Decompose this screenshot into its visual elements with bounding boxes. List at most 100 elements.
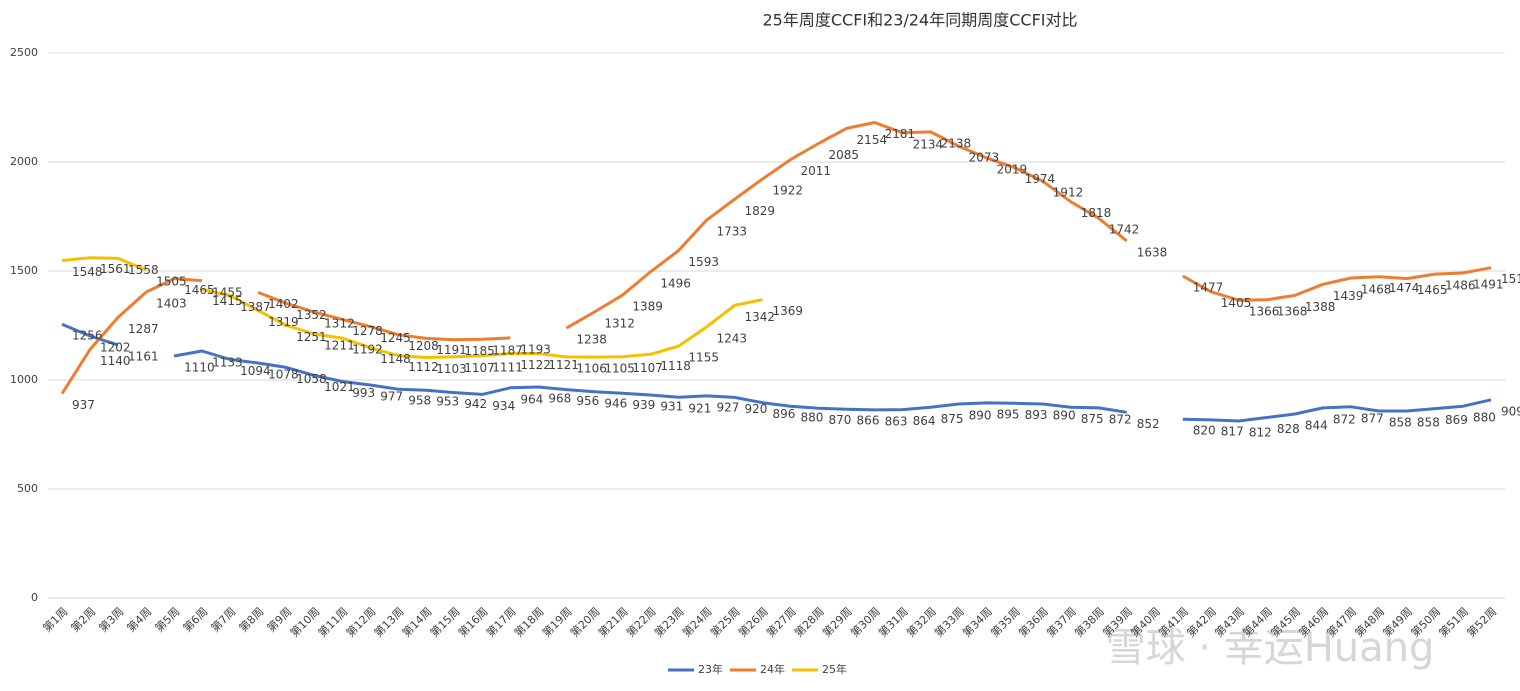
data-label: 1078: [268, 367, 299, 381]
data-label: 864: [913, 414, 936, 428]
data-label: 2181: [885, 127, 916, 141]
data-label: 1465: [1417, 283, 1448, 297]
legend-label: 25年: [822, 662, 847, 676]
data-label: 1192: [352, 343, 383, 357]
data-label: 958: [408, 394, 431, 408]
data-label: 1312: [604, 316, 635, 330]
data-label: 1561: [100, 262, 131, 276]
data-label: 875: [941, 412, 964, 426]
data-label: 937: [72, 398, 95, 412]
data-label: 852: [1137, 417, 1160, 431]
data-label: 1058: [296, 372, 327, 386]
data-label: 1439: [1333, 289, 1364, 303]
data-label: 1922: [772, 184, 803, 198]
data-label: 1558: [128, 263, 159, 277]
data-label: 828: [1277, 422, 1300, 436]
data-label: 2138: [941, 136, 972, 150]
legend: 23年 24年 25年: [668, 662, 847, 676]
data-label: 890: [1053, 408, 1076, 422]
data-label: 1486: [1445, 279, 1476, 293]
data-label: 1106: [576, 361, 607, 375]
data-label: 1342: [744, 310, 775, 324]
data-label: 1121: [548, 358, 579, 372]
data-label: 1251: [296, 330, 327, 344]
data-label: 869: [1445, 413, 1468, 427]
data-label: 812: [1249, 425, 1272, 439]
data-label: 858: [1417, 415, 1440, 429]
data-label: 1496: [660, 276, 691, 290]
data-label: 2073: [969, 151, 1000, 165]
data-label: 953: [436, 395, 459, 409]
y-tick-label: 1000: [10, 373, 38, 386]
data-label: 1208: [408, 339, 439, 353]
data-label: 2134: [913, 137, 944, 151]
watermark: 雪球 · 幸运Huang: [1106, 625, 1435, 671]
data-label: 866: [857, 414, 880, 428]
legend-label: 24年: [760, 662, 785, 676]
data-label: 1477: [1193, 281, 1224, 295]
data-label: 1103: [436, 362, 467, 376]
data-label: 895: [997, 407, 1020, 421]
data-label: 863: [885, 414, 908, 428]
data-label: 1243: [716, 332, 747, 346]
y-tick-label: 1500: [10, 264, 38, 277]
data-label: 1256: [72, 329, 103, 343]
data-label: 1455: [212, 285, 243, 299]
data-label: 1912: [1053, 186, 1084, 200]
data-label: 1368: [1277, 304, 1308, 318]
data-label: 1402: [268, 297, 299, 311]
data-label: 1468: [1361, 282, 1392, 296]
data-label: 1505: [156, 274, 187, 288]
data-label: 1474: [1389, 281, 1420, 295]
data-label: 993: [352, 386, 375, 400]
chart-title: 25年周度CCFI和23/24年同期周度CCFI对比: [762, 11, 1077, 30]
data-label: 939: [632, 398, 655, 412]
data-label: 1094: [240, 364, 271, 378]
data-label: 1638: [1137, 245, 1168, 259]
data-label: 896: [772, 407, 795, 421]
data-label: 1389: [632, 300, 663, 314]
data-label: 1107: [464, 361, 495, 375]
data-label: 877: [1361, 411, 1384, 425]
data-label: 844: [1305, 419, 1328, 433]
data-label: 858: [1389, 415, 1412, 429]
data-label: 1403: [156, 297, 187, 311]
y-tick-label: 2000: [10, 155, 38, 168]
series-line: [61, 256, 763, 359]
data-label: 1122: [520, 358, 551, 372]
y-tick-label: 500: [17, 482, 38, 495]
data-label: 1415: [212, 294, 243, 308]
data-label: 1191: [436, 343, 467, 357]
data-label: 870: [829, 413, 852, 427]
data-label: 1133: [212, 356, 243, 370]
data-label: 1118: [660, 359, 691, 373]
data-label: 1388: [1305, 300, 1336, 314]
data-label: 1548: [72, 265, 103, 279]
data-label: 1387: [240, 300, 271, 314]
data-label: 909: [1501, 404, 1520, 418]
data-label: 931: [660, 400, 683, 414]
data-label: 1593: [688, 255, 719, 269]
data-label: 1187: [492, 344, 523, 358]
series-line: [60, 121, 1492, 395]
data-label: 1818: [1081, 206, 1112, 220]
data-label: 1140: [100, 354, 131, 368]
data-label: 872: [1333, 412, 1356, 426]
data-label: 1319: [268, 315, 299, 329]
series-line: [61, 322, 1492, 423]
data-label: 817: [1221, 424, 1244, 438]
data-label: 942: [464, 397, 487, 411]
data-label: 956: [576, 394, 599, 408]
data-label: 1278: [352, 324, 383, 338]
data-label: 1112: [408, 360, 439, 374]
data-label: 1287: [128, 322, 159, 336]
data-label: 820: [1193, 424, 1216, 438]
data-label: 893: [1025, 408, 1048, 422]
data-label: 1742: [1109, 223, 1140, 237]
y-tick-label: 2500: [10, 46, 38, 59]
data-label: 921: [688, 402, 711, 416]
data-label: 1974: [1025, 172, 1056, 186]
